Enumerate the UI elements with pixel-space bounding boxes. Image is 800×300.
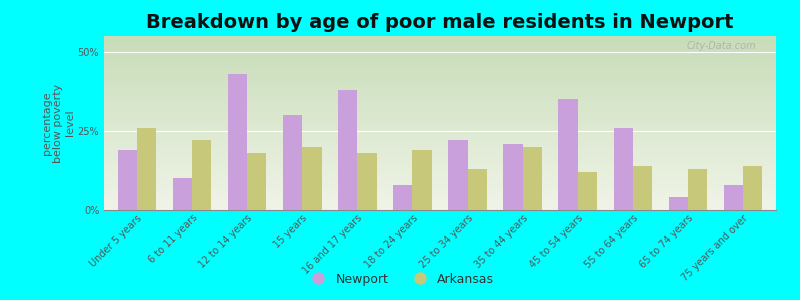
Bar [173,178,192,210]
Legend: Newport, Arkansas: Newport, Arkansas [301,268,499,291]
Bar [467,169,487,210]
Bar [283,115,302,210]
Text: City-Data.com: City-Data.com [686,41,756,51]
Bar [743,166,762,210]
Title: Breakdown by age of poor male residents in Newport: Breakdown by age of poor male residents … [146,13,734,32]
Bar [578,172,597,210]
Bar [614,128,633,210]
Y-axis label: percentage
below poverty
level: percentage below poverty level [42,83,74,163]
Bar [358,153,377,210]
Bar [413,150,432,210]
Bar [247,153,266,210]
Bar [724,185,743,210]
Bar [393,185,413,210]
Bar [688,169,707,210]
Bar [633,166,652,210]
Bar [558,99,578,210]
Bar [669,197,688,210]
Bar [448,140,467,210]
Bar [192,140,211,210]
Bar [503,144,522,210]
Bar [302,147,322,210]
Bar [137,128,156,210]
Bar [522,147,542,210]
Bar [228,74,247,210]
Bar [118,150,137,210]
Bar [338,90,358,210]
